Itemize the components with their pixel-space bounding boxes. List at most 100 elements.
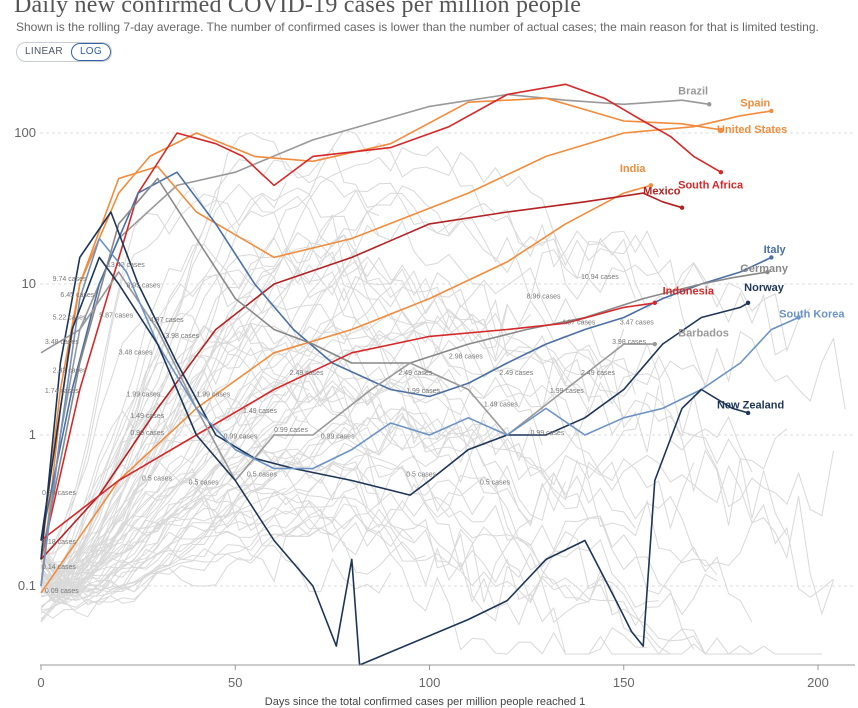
series-spain-line [40,110,772,587]
case-annotation-label: 3.48 cases [119,350,153,357]
background-country-line [40,267,788,611]
series-labels: Brazil Spain United States India South Afric… [620,85,846,411]
case-annotation-label: 2.49 cases [499,370,533,377]
background-country-line [40,408,438,591]
series-label-norway: Norway [744,282,785,294]
series-india-line [40,184,652,594]
background-country-line [40,494,415,606]
series-south-korea-end-marker [796,315,801,320]
series-new-zealand-end-marker [745,410,751,416]
case-annotation-label: 0.14 cases [42,564,76,571]
case-annotation-label: 1.49 cases [243,408,277,415]
y-tick-label: 0.1 [18,578,36,593]
background-country-line [40,503,426,608]
x-tick-label: 100 [419,675,441,690]
background-country-line [40,368,473,605]
case-annotation-label: 4.97 cases [150,317,184,324]
series-united-states-end-marker [718,127,724,133]
case-annotation-label: 1.74 cases [45,388,79,395]
background-country-line [40,248,706,585]
series-india-end-marker [648,183,654,188]
case-annotation-label: 8.95 cases [126,282,160,289]
series-label-new-zealand: New Zealand [717,399,784,411]
background-country-line [40,362,543,597]
series-label-south-africa: South Africa [678,179,744,191]
case-annotation-label: 1.49 cases [130,413,164,420]
background-country-line [40,477,648,655]
series-label-south-korea: South Korea [779,308,845,320]
series-south-africa-line [40,83,722,560]
background-country-line [40,312,543,566]
case-annotation-label: 0.99 cases [321,433,355,440]
case-annotation-label: 0.5 cases [480,480,510,487]
case-annotation-label: 1.99 cases [406,388,440,395]
background-country-line [40,241,531,592]
case-annotation-label: 1.99 cases [196,391,230,398]
log-scale-button[interactable]: LOG [70,43,111,61]
series-south-africa-end-marker [718,170,724,175]
background-country-line [40,244,660,586]
background-country-line [40,424,368,623]
case-annotation-label: 0.09 cases [45,588,79,595]
series-new-zealand-line [40,256,749,666]
case-annotation-label: 4.97 cases [562,319,596,326]
background-country-line [40,396,380,582]
case-annotation-label: 1.99 cases [126,391,160,398]
chart-title: Daily new confirmed COVID-19 cases per m… [14,0,582,18]
series-label-brazil: Brazil [678,85,708,97]
case-annotation-label: 0.18 cases [42,539,76,546]
chart-subtitle: Shown is the rolling 7-day average. The … [16,20,819,34]
background-country-line [40,314,834,616]
series-label-indonesia: Indonesia [663,286,715,298]
case-annotation-label: 2.32 cases [53,367,87,374]
series-barbados-line [40,271,655,482]
case-annotation-label: 0.5 cases [142,475,172,482]
case-annotation-label: 0.99 cases [274,427,308,434]
series-germany-end-marker [765,269,770,275]
case-annotation-label: 1.49 cases [484,401,518,408]
series-mexico-end-marker [679,205,685,210]
background-country-line [40,429,345,595]
series-label-india: India [620,163,647,175]
background-country-line [40,224,380,598]
background-country-line [40,328,590,591]
case-annotation-label: 2.49 cases [290,370,324,377]
background-country-line [40,187,357,590]
background-country-line [40,286,834,602]
background-country-line [40,393,310,591]
series-label-italy: Italy [764,244,787,256]
background-country-line [40,436,695,650]
case-annotation-label: 2.49 cases [398,370,432,377]
scale-toggle: LINEAR LOG [16,42,112,62]
case-annotation-label: 0.99 cases [130,430,164,437]
y-tick-label: 10 [22,276,36,291]
case-annotation-label: 13.42 cases [107,262,145,269]
series-brazil-end-marker [707,102,712,107]
background-country-line [40,193,508,558]
x-tick-label: 50 [228,675,242,690]
background-country-line [40,492,671,655]
series-label-mexico: Mexico [643,186,681,198]
background-country-line [40,464,485,595]
linear-scale-button[interactable]: LINEAR [25,46,63,57]
case-annotation-label: 0.99 cases [531,430,565,437]
case-annotation-label: 6.45 cases [60,292,94,299]
background-country-line [40,131,660,574]
background-country-line [40,442,753,623]
x-tick-label: 150 [613,675,635,690]
series-mexico-line [40,192,683,560]
series-barbados-end-marker [652,341,658,347]
background-country-line [40,425,566,605]
case-annotation-label: 8.96 cases [527,294,561,301]
case-annotation-label: 10.94 cases [581,274,619,281]
background-country-line [40,489,333,597]
series-label-united-states: United States [717,124,787,136]
case-annotation-label: 2.49 cases [581,370,615,377]
background-country-line [40,353,590,607]
case-annotation-label: 3.98 cases [165,333,199,340]
case-annotation-label: 5.87 cases [99,312,133,319]
series-germany-line [40,177,768,560]
case-annotations: 9.74 cases 6.45 cases 5.22 cases 3.48 cases… [42,262,654,595]
case-annotation-label: 3.98 cases [612,339,646,346]
